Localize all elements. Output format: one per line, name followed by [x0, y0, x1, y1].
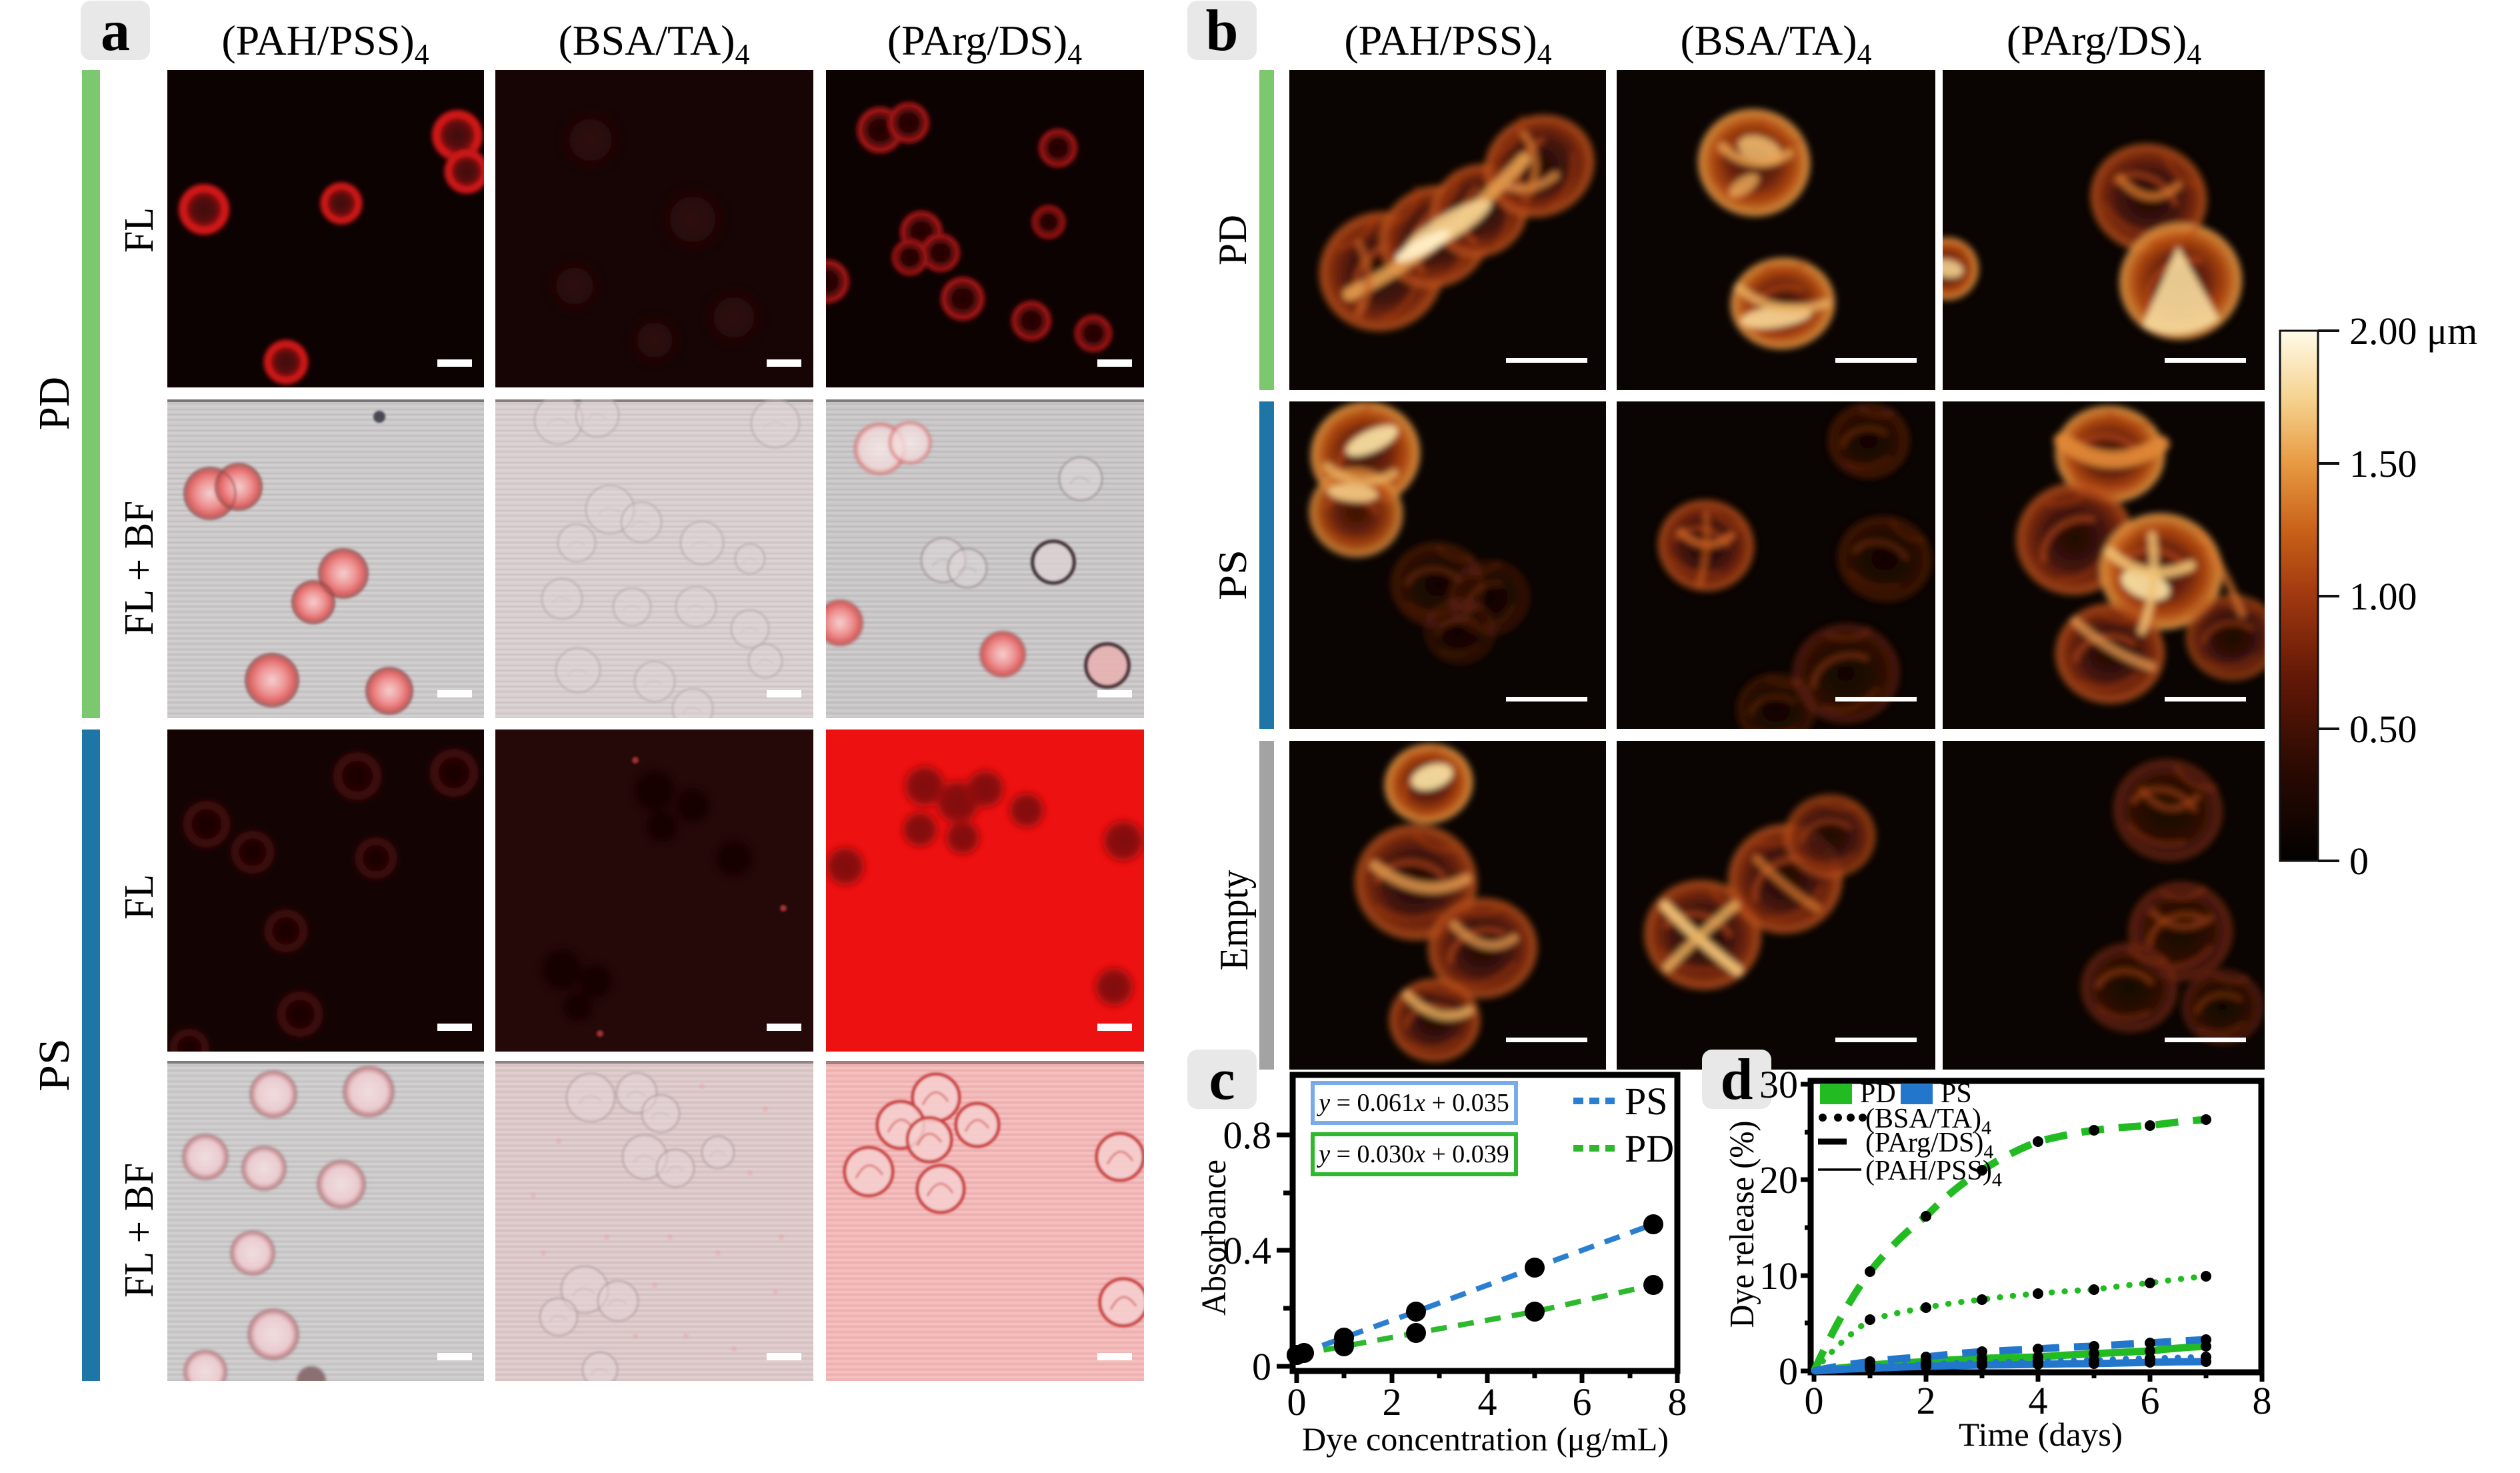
svg-text:d: d — [1721, 1048, 1753, 1112]
svg-text:PD: PD — [30, 377, 79, 430]
svg-text:PS: PS — [30, 1038, 79, 1092]
svg-text:0: 0 — [1779, 1350, 1798, 1393]
svg-text:(PArg/DS)4: (PArg/DS)4 — [2007, 17, 2201, 71]
svg-text:(BSA/TA)4: (BSA/TA)4 — [1680, 17, 1871, 71]
svg-text:a: a — [101, 0, 130, 63]
svg-text:PS: PS — [1941, 1078, 1972, 1109]
svg-text:0.50: 0.50 — [2349, 707, 2417, 751]
svg-text:(PAH/PSS)4: (PAH/PSS)4 — [1344, 17, 1551, 71]
svg-text:0: 0 — [2349, 840, 2369, 883]
svg-text:PD: PD — [1211, 215, 1255, 265]
svg-text:PS: PS — [1211, 549, 1255, 600]
svg-text:(PAH/PSS)4: (PAH/PSS)4 — [1865, 1156, 2002, 1191]
svg-text:Time (days): Time (days) — [1959, 1416, 2123, 1453]
svg-text:c: c — [1209, 1048, 1235, 1112]
svg-text:4: 4 — [2029, 1379, 2048, 1422]
svg-text:b: b — [1206, 0, 1239, 63]
svg-text:(PArg/DS)4: (PArg/DS)4 — [887, 17, 1082, 71]
svg-text:1.50: 1.50 — [2349, 442, 2417, 485]
svg-text:2: 2 — [1917, 1379, 1936, 1422]
svg-text:0: 0 — [1287, 1380, 1307, 1424]
svg-text:30: 30 — [1759, 1063, 1798, 1106]
svg-text:FL: FL — [117, 874, 162, 920]
svg-text:8: 8 — [2253, 1379, 2272, 1422]
svg-text:Absorbance: Absorbance — [1195, 1160, 1233, 1316]
svg-text:FL + BF: FL + BF — [117, 1163, 162, 1298]
svg-text:20: 20 — [1759, 1158, 1798, 1202]
svg-text:0.8: 0.8 — [1223, 1114, 1272, 1157]
svg-text:y = 0.030x + 0.039: y = 0.030x + 0.039 — [1316, 1140, 1509, 1168]
svg-text:y = 0.061x + 0.035: y = 0.061x + 0.035 — [1316, 1089, 1509, 1117]
svg-text:10: 10 — [1759, 1254, 1798, 1298]
svg-text:4: 4 — [1478, 1380, 1497, 1424]
svg-text:6: 6 — [1573, 1380, 1592, 1424]
svg-text:8: 8 — [1668, 1380, 1687, 1424]
svg-text:(PAH/PSS)4: (PAH/PSS)4 — [221, 17, 429, 71]
svg-text:1.00: 1.00 — [2349, 575, 2417, 618]
svg-text:0: 0 — [1252, 1345, 1271, 1388]
svg-text:PS: PS — [1625, 1080, 1668, 1123]
svg-text:FL + BF: FL + BF — [117, 501, 162, 635]
svg-text:0: 0 — [1805, 1379, 1824, 1422]
svg-text:FL: FL — [117, 207, 162, 253]
svg-text:0.4: 0.4 — [1223, 1229, 1272, 1272]
svg-text:Empty: Empty — [1212, 870, 1256, 971]
svg-text:(BSA/TA)4: (BSA/TA)4 — [558, 17, 749, 71]
svg-text:Dye concentration (μg/mL): Dye concentration (μg/mL) — [1302, 1420, 1669, 1458]
svg-text:PD: PD — [1625, 1127, 1674, 1170]
svg-text:(PArg/DS)4: (PArg/DS)4 — [1865, 1128, 1993, 1163]
svg-text:2.00 μm: 2.00 μm — [2349, 309, 2477, 353]
svg-text:2: 2 — [1383, 1380, 1402, 1424]
svg-text:(BSA/TA)4: (BSA/TA)4 — [1865, 1104, 1991, 1139]
svg-text:PD: PD — [1860, 1078, 1896, 1109]
svg-text:Dye release (%): Dye release (%) — [1723, 1121, 1761, 1328]
svg-text:6: 6 — [2141, 1379, 2160, 1422]
